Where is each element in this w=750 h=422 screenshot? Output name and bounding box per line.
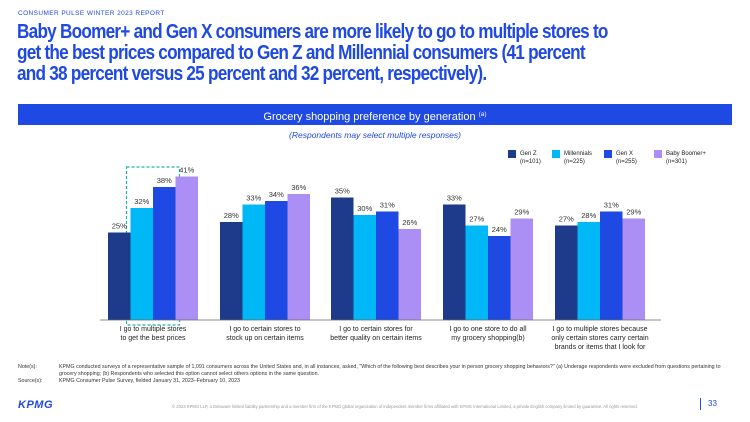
category-label: my grocery shopping(b) [451,335,525,342]
bar [577,222,600,320]
bar [555,225,578,320]
copyright-text: © 2023 KPMG LLP, a Delaware limited liab… [172,404,638,409]
legend-swatch [508,150,516,158]
data-label: 32% [134,197,149,206]
legend-series-name: Baby Boomer+ [666,151,706,157]
bar [376,211,399,320]
headline: Baby Boomer+ and Gen X consumers are mor… [17,21,608,85]
data-label: 30% [357,204,372,213]
category-label: to get the best prices [121,335,186,342]
source-text: KPMG Consumer Pulse Survey, fielded Janu… [59,378,240,384]
notes-section: Note(s): KPMG conducted surveys of a rep… [18,364,733,385]
page-number: 33 [708,399,717,408]
bar [488,236,511,320]
data-label: 31% [604,201,619,210]
data-label: 27% [469,215,484,224]
chart-title-note-marker: (a) [478,111,487,118]
data-label: 41% [179,166,194,175]
data-label: 25% [112,222,127,231]
data-label: 28% [224,211,239,220]
data-label: 33% [447,194,462,203]
bar [622,218,645,320]
bar [108,232,131,320]
data-label: 24% [492,225,507,234]
category-label: I go to certain stores to [229,326,300,333]
category-label: only certain stores carry certain [551,335,648,342]
source-label: Source(s): [18,378,43,384]
bar [130,208,153,320]
bar [510,218,533,320]
category-label: I go to certain stores for [339,326,413,333]
data-label: 29% [626,208,641,217]
bar [175,176,198,320]
category-label: I go to multiple stores [120,326,187,333]
data-label: 36% [291,183,306,192]
data-label: 26% [402,218,417,227]
category-label: stock up on certain items [226,335,304,342]
data-label: 31% [380,201,395,210]
notes-text: KPMG conducted surveys of a representati… [59,364,721,377]
legend-series-name: Gen X [616,151,633,157]
category-label: I go to one store to do all [449,326,526,333]
data-label: 34% [269,190,284,199]
bar [398,229,421,320]
page-separator [700,398,701,410]
bar [153,187,176,320]
data-label: 28% [581,211,596,220]
data-label: 33% [246,194,261,203]
legend-series-name: Gen Z [520,151,537,157]
bar [600,211,623,320]
bar [265,201,288,320]
data-label: 27% [559,215,574,224]
chart-subtitle: (Respondents may select multiple respons… [289,130,461,140]
bar [443,204,466,320]
bar [242,204,265,320]
notes-label: Note(s): [18,364,37,370]
data-label: 38% [157,176,172,185]
legend-swatch [654,150,662,158]
legend-sample-size: (n=225) [564,159,585,165]
category-label: better quality on certain items [330,335,422,342]
bar [465,225,488,320]
chart-title: Grocery shopping preference by generatio… [263,111,476,123]
data-label: 35% [335,187,350,196]
legend-series-name: Millennials [564,151,592,157]
chart-title-banner: Grocery shopping preference by generatio… [18,104,732,125]
bar [331,197,354,320]
bar [287,194,310,320]
category-label: I go to multiple stores because [553,326,648,333]
data-label: 29% [514,208,529,217]
legend-swatch [604,150,612,158]
legend-sample-size: (n=101) [520,159,541,165]
legend-sample-size: (n=301) [666,159,687,165]
bar [220,222,243,320]
legend-sample-size: (n=255) [616,159,637,165]
legend-swatch [552,150,560,158]
report-label: CONSUMER PULSE WINTER 2023 REPORT [18,10,165,17]
bar [353,215,376,320]
kpmg-logo: KPMG [18,399,53,411]
category-label: brands or items that I look for [555,344,646,351]
